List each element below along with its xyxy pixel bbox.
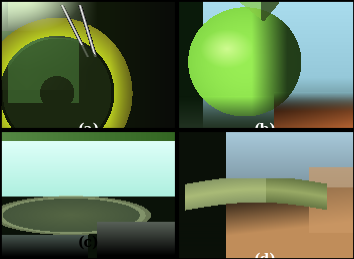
Text: (c): (c) bbox=[78, 236, 99, 250]
Text: (a): (a) bbox=[78, 123, 99, 137]
Text: (b): (b) bbox=[254, 123, 277, 137]
Text: (d): (d) bbox=[254, 253, 277, 259]
